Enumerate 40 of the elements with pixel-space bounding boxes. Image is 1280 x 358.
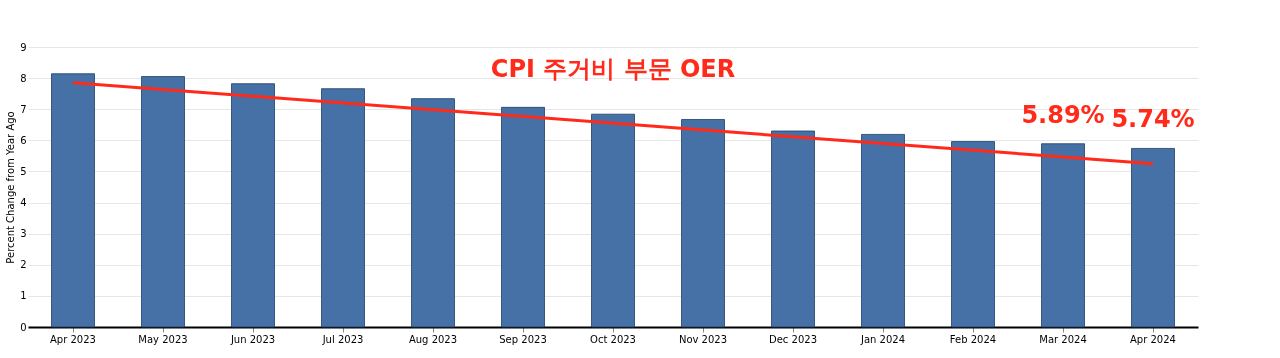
bar — [141, 76, 185, 328]
x-tick-label: Jun 2023 — [229, 333, 276, 345]
y-tick-label: 4 — [20, 197, 27, 209]
y-tick-label: 6 — [20, 134, 27, 146]
bar — [321, 88, 365, 328]
bar — [501, 106, 545, 328]
x-tick-label: Jan 2024 — [859, 333, 906, 345]
bar — [231, 83, 275, 328]
bar — [411, 98, 455, 328]
y-tick-label: 9 — [20, 41, 27, 53]
bar — [771, 130, 815, 328]
y-tick-label: 7 — [20, 103, 27, 115]
x-tick-label: Aug 2023 — [408, 333, 458, 345]
y-tick-label: 8 — [20, 72, 27, 84]
bar — [1041, 143, 1085, 328]
bar — [861, 134, 905, 328]
x-tick-label: Mar 2024 — [1039, 333, 1087, 345]
x-tick-label: Dec 2023 — [769, 333, 817, 345]
bar — [1131, 148, 1175, 328]
x-tick-label: Jul 2023 — [321, 333, 364, 345]
x-tick-label: Feb 2024 — [949, 333, 997, 345]
y-tick-label: 5 — [20, 165, 27, 177]
y-axis-title: Percent Change from Year Ago — [5, 111, 17, 264]
x-tick-label: May 2023 — [138, 333, 188, 345]
x-tick-label: Apr 2024 — [1130, 333, 1176, 345]
x-tick-label: Sep 2023 — [499, 333, 547, 345]
bar — [51, 73, 95, 328]
x-tick-label: Oct 2023 — [590, 333, 636, 345]
bar — [681, 119, 725, 328]
y-tick-label: 0 — [20, 321, 27, 333]
data-label: 5.89% — [1021, 100, 1105, 129]
y-tick-label: 1 — [20, 290, 27, 302]
y-tick-label: 3 — [20, 228, 27, 240]
x-tick-label: Apr 2023 — [50, 333, 96, 345]
chart-title: CPI 주거비 부문 OER — [490, 55, 736, 83]
bar — [591, 113, 635, 328]
y-tick-label: 2 — [20, 259, 27, 271]
data-label: 5.74% — [1111, 105, 1195, 134]
x-tick-label: Nov 2023 — [678, 333, 728, 345]
bar — [951, 141, 995, 328]
